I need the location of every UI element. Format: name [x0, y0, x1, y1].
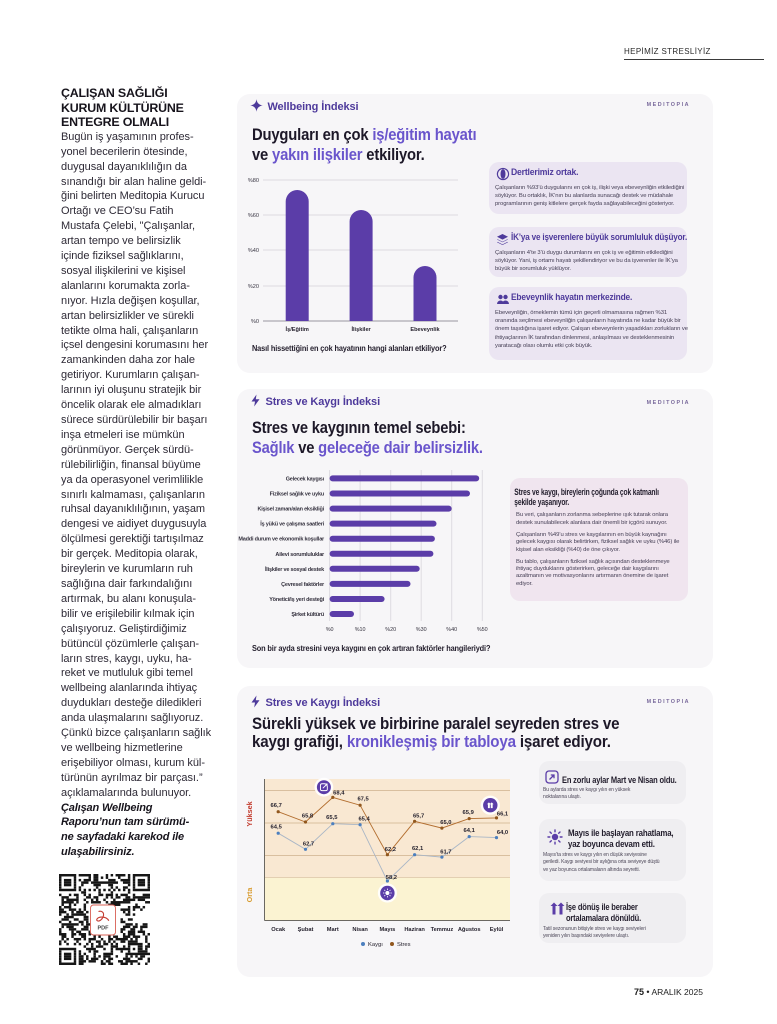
svg-text:65,9: 65,9	[463, 810, 475, 816]
svg-text:İlişkiler ve sosyal destek: İlişkiler ve sosyal destek	[265, 566, 325, 573]
svg-text:Fiziksel sağlık ve uyku: Fiziksel sağlık ve uyku	[270, 492, 324, 498]
svg-text:Kaygı: Kaygı	[368, 942, 383, 948]
svg-text:Yönetici/iş yeri desteği: Yönetici/iş yeri desteği	[269, 597, 324, 603]
svg-text:%40: %40	[248, 248, 259, 254]
svg-text:58,2: 58,2	[386, 875, 397, 881]
svg-text:%30: %30	[416, 627, 427, 633]
svg-text:65,5: 65,5	[326, 815, 338, 821]
svg-text:İş/Eğitim: İş/Eğitim	[286, 326, 309, 333]
svg-text:Şubat: Şubat	[298, 927, 314, 933]
svg-text:%40: %40	[446, 627, 457, 633]
svg-text:66,7: 66,7	[271, 803, 282, 809]
svg-text:Stres: Stres	[397, 942, 411, 948]
svg-text:62,7: 62,7	[303, 841, 314, 847]
svg-text:%50: %50	[477, 627, 488, 633]
svg-text:Mart: Mart	[327, 927, 339, 933]
svg-text:%0: %0	[251, 319, 259, 325]
svg-text:66,1: 66,1	[497, 811, 509, 817]
svg-text:65,0: 65,0	[440, 820, 451, 826]
svg-text:65,8: 65,8	[302, 814, 314, 820]
svg-text:68,4: 68,4	[333, 790, 345, 796]
svg-text:Ağustos: Ağustos	[458, 927, 481, 933]
svg-text:64,5: 64,5	[271, 825, 283, 831]
svg-text:Temmuz: Temmuz	[431, 927, 454, 933]
svg-text:Ocak: Ocak	[271, 927, 286, 933]
svg-text:%80: %80	[248, 178, 259, 184]
svg-text:Kişisel zaman/alan eksikliği: Kişisel zaman/alan eksikliği	[257, 507, 324, 513]
svg-text:Gelecek kaygısı: Gelecek kaygısı	[286, 476, 325, 482]
svg-text:%20: %20	[248, 284, 259, 290]
svg-text:Şirket kültürü: Şirket kültürü	[291, 612, 324, 618]
svg-text:65,4: 65,4	[358, 817, 370, 823]
svg-text:Mayıs: Mayıs	[379, 927, 395, 933]
svg-text:Haziran: Haziran	[404, 927, 425, 933]
svg-text:PDF: PDF	[98, 926, 110, 932]
svg-text:İş yükü ve çalışma saatleri: İş yükü ve çalışma saatleri	[260, 521, 324, 528]
svg-text:%10: %10	[355, 627, 366, 633]
svg-text:İlişkiler: İlişkiler	[351, 326, 371, 333]
svg-text:Maddi durum ve ekonomik koşull: Maddi durum ve ekonomik koşullar	[238, 537, 325, 543]
svg-text:Nisan: Nisan	[352, 927, 368, 933]
svg-text:64,0: 64,0	[497, 830, 508, 836]
svg-text:Çevresel faktörler: Çevresel faktörler	[281, 582, 325, 588]
svg-text:65,7: 65,7	[413, 813, 424, 819]
svg-text:Yüksek: Yüksek	[245, 801, 254, 826]
svg-text:%0: %0	[326, 627, 334, 633]
svg-text:%60: %60	[248, 213, 259, 219]
svg-text:%20: %20	[385, 627, 396, 633]
svg-text:67,5: 67,5	[357, 797, 369, 803]
svg-text:61,7: 61,7	[440, 850, 451, 856]
svg-text:62,2: 62,2	[385, 847, 396, 853]
svg-text:Orta: Orta	[245, 887, 254, 903]
svg-text:Eylül: Eylül	[490, 927, 504, 933]
svg-text:Ailevi sorumluluklar: Ailevi sorumluluklar	[275, 552, 325, 558]
svg-text:Ebeveynlik: Ebeveynlik	[410, 327, 440, 333]
svg-text:64,1: 64,1	[464, 828, 476, 834]
svg-text:62,1: 62,1	[412, 846, 424, 852]
